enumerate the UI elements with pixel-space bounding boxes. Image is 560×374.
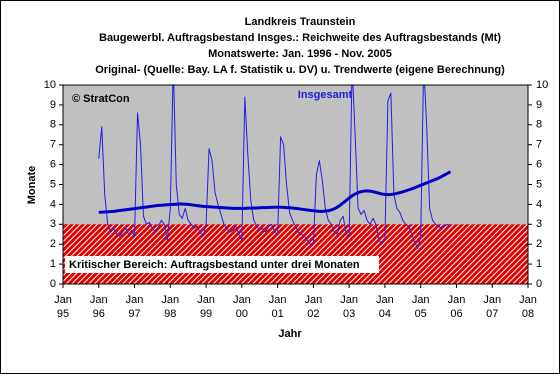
x-tick-label: Jan 06 <box>447 294 466 320</box>
chart-subtitle: Monatswerte: Jan. 1996 - Nov. 2005 <box>208 48 392 60</box>
x-tick-label: Jan 04 <box>376 294 394 320</box>
y-axis-label: Monate <box>26 166 38 205</box>
critical-zone-label: Kritischer Bereich: Auftragsbestand unte… <box>69 259 360 271</box>
x-tick-label: Jan 07 <box>483 294 502 320</box>
y-tick-label: 4 <box>50 198 56 210</box>
y2-tick-label: 5 <box>536 178 542 190</box>
data-line <box>98 85 451 249</box>
critical-zone <box>63 224 528 284</box>
y2-tick-label: 2 <box>536 238 542 250</box>
y2-tick-label: 9 <box>536 99 542 111</box>
x-tick-label: Jan 96 <box>89 294 108 320</box>
x-tick-label: Jan 08 <box>519 294 537 320</box>
y-tick-label: 3 <box>50 218 56 230</box>
trend-line <box>98 170 452 214</box>
x-tick-label: Jan 01 <box>268 294 287 320</box>
y2-tick-label: 7 <box>536 139 542 151</box>
legend-label: Insgesamt <box>298 89 353 101</box>
x-tick-label: Jan 95 <box>54 294 72 320</box>
y2-tick-label: 6 <box>536 159 542 171</box>
y-tick-label: 6 <box>50 159 56 171</box>
copyright: © StratCon <box>72 93 130 105</box>
y-tick-label: 0 <box>50 278 56 290</box>
x-tick-label: Jan 97 <box>125 294 144 320</box>
x-tick-label: Jan 05 <box>411 294 430 320</box>
x-axis-label: Jahr <box>278 328 302 340</box>
chart-title: Landkreis Traunstein <box>245 16 356 28</box>
y-tick-label: 2 <box>50 238 56 250</box>
y-tick-label: 8 <box>50 119 56 131</box>
x-tick-label: Jan 99 <box>197 294 215 320</box>
chart-subtitle: Original- (Quelle: Bay. LA f. Statistik … <box>95 64 505 76</box>
series-group <box>98 85 452 249</box>
y-tick-label: 9 <box>50 99 56 111</box>
y-tick-label: 1 <box>50 258 56 270</box>
y2-tick-label: 3 <box>536 218 542 230</box>
x-tick-label: Jan 98 <box>161 294 180 320</box>
y2-tick-label: 10 <box>536 79 548 91</box>
y-tick-label: 5 <box>50 178 56 190</box>
y2-tick-label: 0 <box>536 278 542 290</box>
x-tick-label: Jan 00 <box>232 294 251 320</box>
y-tick-label: 10 <box>44 79 56 91</box>
y2-tick-label: 4 <box>536 198 542 210</box>
y2-tick-label: 8 <box>536 119 542 131</box>
x-tick-label: Jan 02 <box>304 294 323 320</box>
y-tick-label: 7 <box>50 139 56 151</box>
x-tick-label: Jan 03 <box>340 294 359 320</box>
y2-tick-label: 1 <box>536 258 542 270</box>
chart-subtitle: Baugewerbl. Auftragsbestand Insges.: Rei… <box>99 32 501 44</box>
annotation-box <box>65 256 379 273</box>
